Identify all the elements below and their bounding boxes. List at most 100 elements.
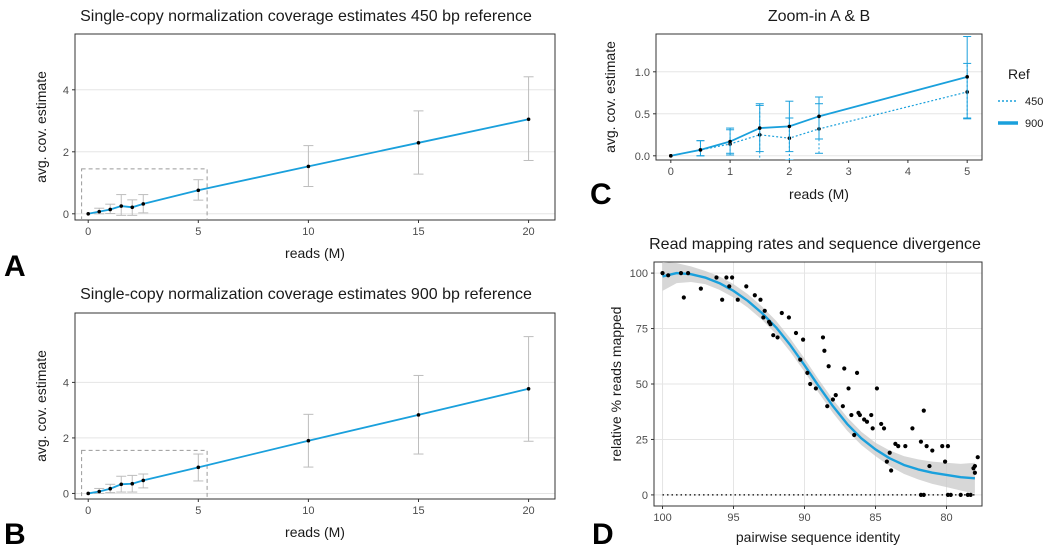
x-tick-label: 1 [727,166,733,178]
legend-label-900: 900 [1025,118,1043,130]
data-point [698,286,703,291]
x-tick-label: 20 [522,505,534,517]
panel-label-b: B [4,518,26,551]
data-point [869,412,874,418]
data-point [910,426,915,431]
data-point [945,444,951,449]
data-point [798,357,803,362]
data-point [800,337,806,342]
data-point [666,273,671,278]
data-point [744,284,749,289]
data-point [924,444,929,449]
panel-label-c: C [590,178,612,211]
x-tick-label: 2 [786,166,792,178]
data-point [787,124,792,129]
y-tick-label: 4 [63,85,69,97]
plot-area [660,262,980,498]
loess-fit-line [662,271,975,480]
data-point [813,386,818,391]
x-tick-label: 20 [522,226,534,238]
panel-border [74,312,556,500]
data-point [141,202,146,206]
legend-title: Ref [1008,66,1030,82]
data-point [870,426,875,431]
x-tick-label: 95 [727,512,739,524]
x-tick-label: 5 [964,166,970,178]
chart-title: Read mapping rates and sequence divergen… [649,236,981,253]
data-point [526,117,531,122]
chart-title: Single-copy normalization coverage estim… [80,286,532,303]
y-tick-label: 1.0 [635,67,650,79]
data-point [526,386,531,391]
x-tick-label: 80 [940,512,952,524]
x-tick-label: 10 [302,505,314,517]
x-tick-label: 5 [195,505,201,517]
data-point [975,455,980,460]
data-point [727,284,732,289]
data-point [927,463,932,469]
data-point [108,207,113,212]
data-point [842,366,847,371]
data-point [720,297,725,302]
data-point [786,315,791,320]
y-axis-label: relative % reads mapped [608,307,624,462]
legend-label-450: 450 [1025,96,1043,108]
data-point [825,404,830,409]
data-point [921,492,926,498]
data-point [965,75,969,79]
data-point [884,459,889,464]
gridlines [75,89,555,215]
panel-a: 0 5 10 15 20 0 2 4 Single-copy normalization cov… [33,8,556,261]
series-line [88,118,529,215]
data-point [852,432,857,438]
x-axis-label: reads (M) [789,186,849,202]
x-tick-label: 5 [195,226,201,238]
data-point [854,370,860,376]
data-point [669,154,673,158]
data-point [685,270,691,276]
data-point [752,293,757,298]
data-point [698,148,703,152]
zoom-region-box [81,168,208,220]
data-point [728,139,732,144]
data-point [130,205,135,210]
data-point [826,364,831,369]
data-point [108,486,113,491]
y-tick-label: 0.5 [635,109,650,121]
y-tick-label: 100 [630,268,648,280]
y-tick-label: 75 [636,324,648,336]
x-tick-label: 85 [869,512,881,524]
data-point [130,481,135,486]
panel-d: 100 95 90 85 80 0 25 50 75 100 Read mapping rates … [608,236,983,545]
data-point [306,164,311,169]
data-point [771,333,776,338]
x-axis-label: reads (M) [285,524,345,540]
panel-label-a: A [4,250,26,283]
data-point [887,450,892,455]
data-point [306,438,311,443]
data-point [729,275,735,280]
data-point [86,491,91,496]
y-tick-label: 2 [63,433,69,445]
data-point [758,297,763,302]
data-point [881,426,887,431]
data-point [757,126,762,130]
chart-title: Single-copy normalization coverage estim… [80,8,532,25]
data-point [849,412,854,418]
x-tick-label: 10 [302,226,314,238]
gridlines [75,381,555,494]
panel-border [655,33,983,161]
data-point [416,141,421,145]
y-tick-label: 25 [636,434,648,446]
data-point [879,421,884,427]
data-point [681,295,686,300]
data-point [97,209,102,214]
data-point [97,489,102,494]
x-tick-label: 90 [798,512,810,524]
data-point [660,270,665,276]
data-point [678,270,684,276]
data-point [942,459,948,464]
x-tick-label: 0 [668,166,674,178]
y-tick-label: 2 [63,147,69,159]
